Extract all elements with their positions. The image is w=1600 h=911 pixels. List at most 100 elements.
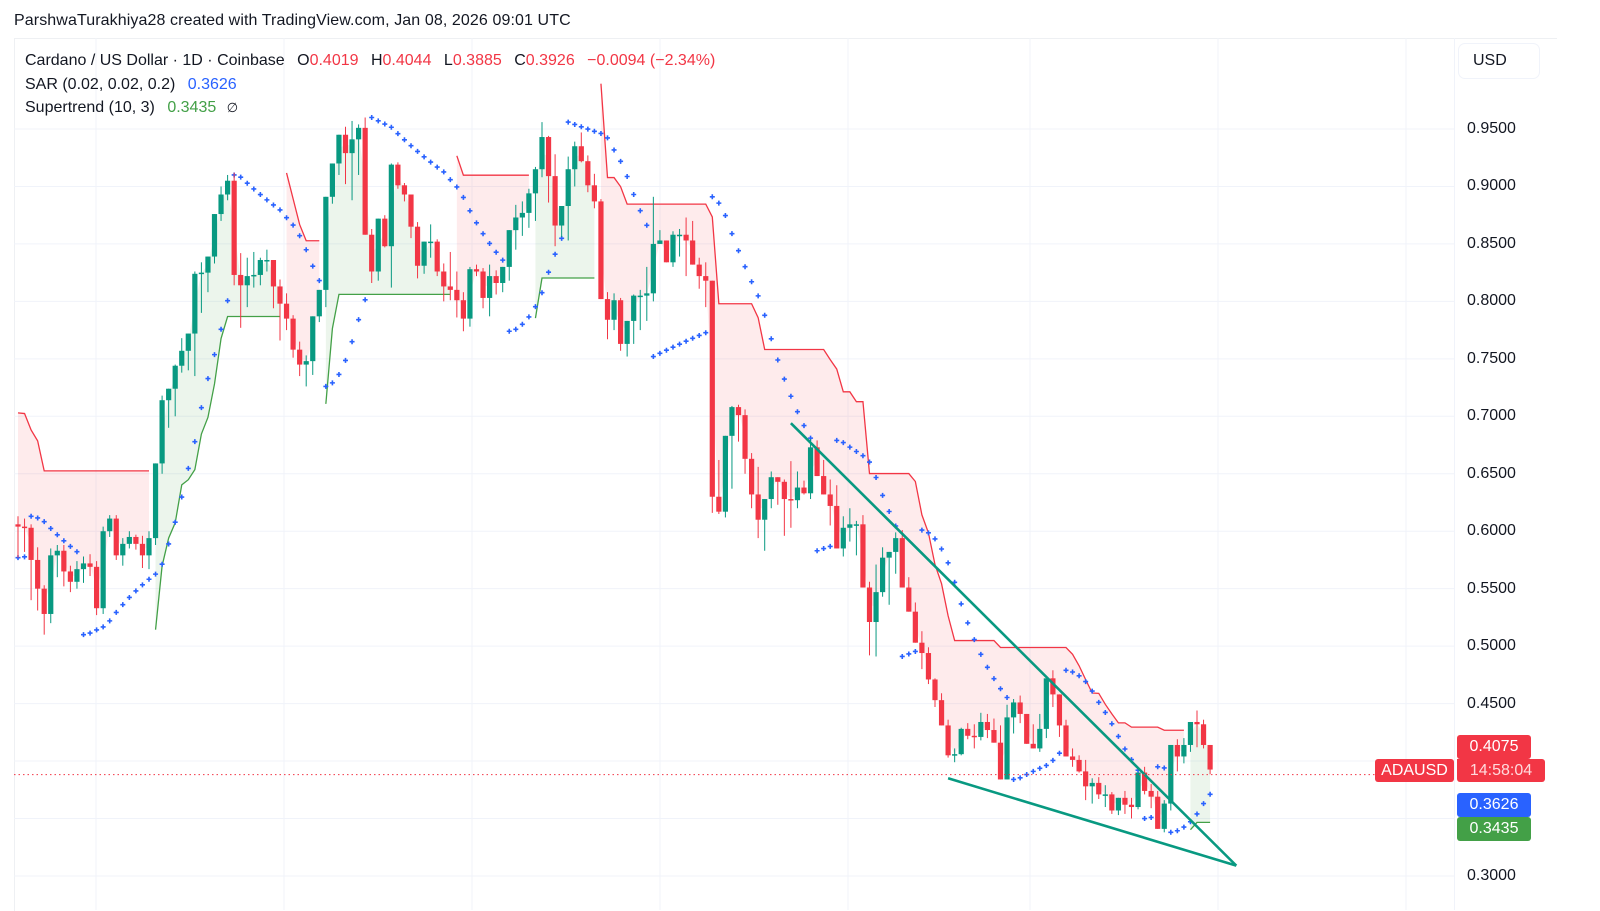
sar-dot <box>618 158 624 164</box>
candle-body <box>270 260 277 287</box>
sar-dot <box>1181 824 1187 830</box>
supertrend-up-fill <box>1190 723 1211 830</box>
candle-body <box>1076 759 1082 772</box>
sar-dot <box>945 560 951 566</box>
sar-dot <box>225 298 231 304</box>
candle-body <box>146 538 152 556</box>
supertrend-value: 0.3435 <box>167 99 217 116</box>
sar-dot <box>1122 746 1128 752</box>
sar-dot <box>126 594 132 600</box>
hidden-eye-icon[interactable]: ∅ <box>226 100 239 115</box>
candle-body <box>41 588 47 614</box>
supertrend-up-line <box>325 293 451 404</box>
sar-dot <box>991 676 997 682</box>
sar-dot <box>87 630 93 636</box>
sar-dot <box>41 519 47 525</box>
candle-body <box>893 538 899 552</box>
sar-dot <box>1142 816 1148 822</box>
candle-body <box>21 526 28 529</box>
sar-dot <box>349 339 355 345</box>
legend-supertrend-row[interactable]: Supertrend (10, 3) 0.3435 ∅ <box>25 96 715 120</box>
sar-dot <box>624 173 630 179</box>
candle-body <box>945 725 951 756</box>
sar-dot <box>336 371 342 377</box>
candle-body <box>762 499 768 520</box>
candle-body <box>277 286 283 304</box>
candle-body <box>644 293 650 296</box>
sar-dot <box>447 177 453 183</box>
sar-dot <box>1070 669 1076 675</box>
candle-body <box>133 536 139 544</box>
sar-dot <box>952 579 958 585</box>
candle-body <box>395 164 401 186</box>
high-value: 0.4044 <box>382 52 432 69</box>
sar-dot <box>860 453 866 459</box>
candle-body <box>801 487 807 494</box>
sar-dot <box>270 202 276 208</box>
sar-dot <box>1148 814 1154 820</box>
sar-dot <box>1194 811 1200 817</box>
candle-body <box>709 280 715 497</box>
sar-dot <box>840 440 846 446</box>
candle-body <box>952 754 958 756</box>
sar-dot <box>552 251 558 257</box>
candle-body <box>532 169 539 194</box>
candle-body <box>794 487 801 501</box>
supertrend-up-fill <box>155 187 280 630</box>
sar-dot <box>834 437 840 443</box>
candle-body <box>1135 772 1141 808</box>
currency-button[interactable]: USD <box>1459 44 1539 78</box>
sar-dot <box>22 554 28 560</box>
candle-body <box>572 146 578 170</box>
sar-dot <box>670 344 676 350</box>
candle-body <box>107 518 113 532</box>
open-label: O <box>297 52 310 69</box>
candle-body <box>15 524 21 527</box>
sar-dot <box>722 213 728 219</box>
sar-dot <box>395 131 401 137</box>
sar-dot <box>428 159 434 165</box>
sar-dot <box>690 335 696 341</box>
candle-body <box>283 303 290 319</box>
candle-body <box>225 180 231 195</box>
candle-body <box>506 230 512 267</box>
candle-body <box>663 240 670 263</box>
candle-body <box>1161 803 1167 829</box>
price-chart-canvas[interactable] <box>0 0 1454 910</box>
candle-body <box>1083 771 1089 787</box>
candle-body <box>244 276 250 286</box>
supertrend-up-fill <box>535 153 595 319</box>
sar-dot <box>61 538 67 544</box>
sar-dot <box>775 357 781 363</box>
legend-symbol-row[interactable]: Cardano / US Dollar · 1D · Coinbase O0.4… <box>25 49 715 73</box>
candle-body <box>886 551 892 558</box>
candle-body <box>74 569 80 582</box>
sar-dot <box>853 449 859 455</box>
sar-dot <box>749 279 755 285</box>
sar-dot <box>284 215 290 221</box>
candle-body <box>991 730 997 743</box>
candle-body <box>1011 702 1017 718</box>
supertrend-price-tag: 0.3435 <box>1457 817 1531 841</box>
legend-sar-row[interactable]: SAR (0.02, 0.02, 0.2) 0.3626 <box>25 73 715 97</box>
sar-dot <box>814 548 820 554</box>
sar-dot <box>166 541 172 547</box>
candle-body <box>716 496 722 512</box>
sar-dot <box>1030 768 1036 774</box>
sar-dot <box>100 624 106 630</box>
sar-dot <box>408 143 414 149</box>
price-tick-label: 0.7000 <box>1467 407 1516 425</box>
close-value: 0.3926 <box>525 52 575 69</box>
candle-body <box>1030 743 1036 749</box>
price-tick-label: 0.8500 <box>1467 234 1516 252</box>
candle-body <box>290 318 296 350</box>
candle-body <box>408 194 414 227</box>
candle-body <box>473 269 480 272</box>
sar-dot <box>585 126 591 132</box>
candle-body <box>1200 724 1207 745</box>
candle-body <box>487 276 493 298</box>
candle-body <box>519 212 525 218</box>
sar-dot <box>460 194 466 200</box>
candle-body <box>1155 796 1161 829</box>
sar-dot <box>434 164 440 170</box>
